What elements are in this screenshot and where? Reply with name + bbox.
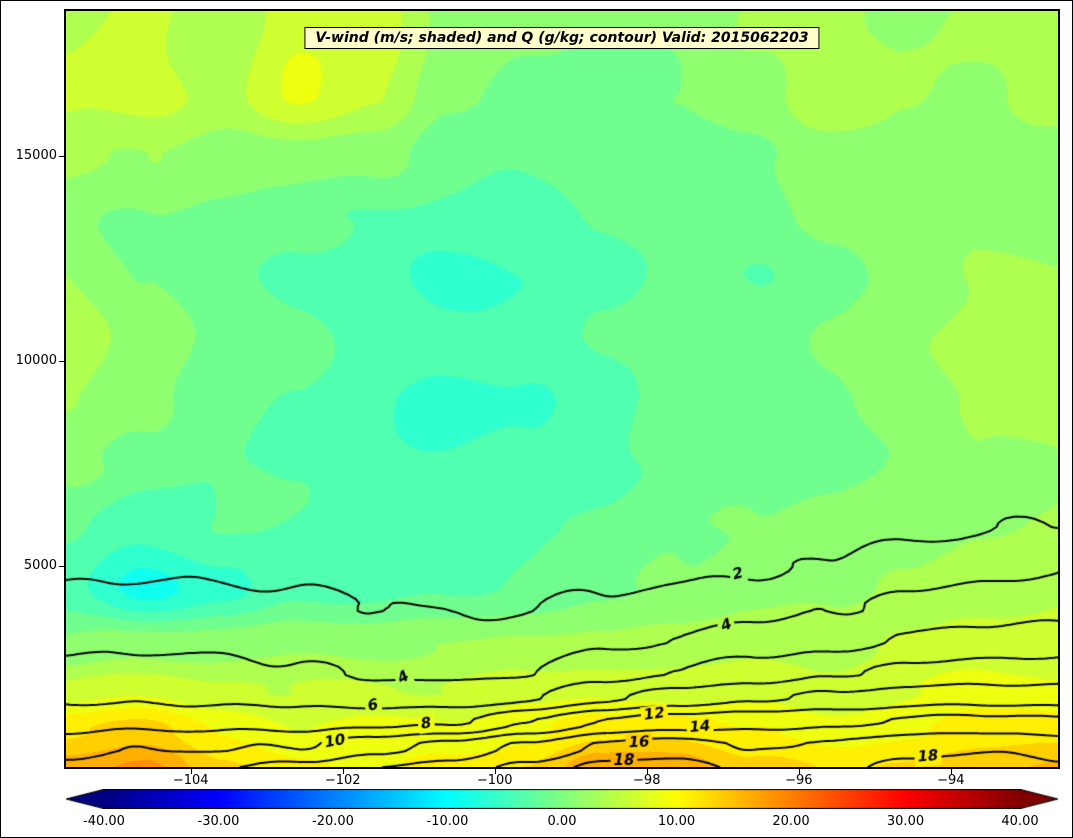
colorbar-tick-label: -10.00 xyxy=(426,814,469,829)
x-tick-label: −96 xyxy=(785,773,813,788)
y-tick-mark xyxy=(59,361,65,363)
x-tick-label: −102 xyxy=(324,773,361,788)
x-tick-label: −98 xyxy=(633,773,661,788)
q-contour-canvas xyxy=(66,11,1058,767)
colorbar-tick-label: -20.00 xyxy=(312,814,354,829)
y-tick-label: 5000 xyxy=(23,558,57,574)
y-tick-label: 15000 xyxy=(15,148,57,164)
plot-area xyxy=(64,9,1060,769)
colorbar-canvas xyxy=(66,789,1058,809)
x-tick-mark xyxy=(798,769,800,774)
colorbar-tick-label: 0.00 xyxy=(547,814,577,829)
colorbar-tick-label: 30.00 xyxy=(886,814,925,829)
x-tick-label: −104 xyxy=(172,773,209,788)
colorbar-tick-label: -40.00 xyxy=(83,814,125,829)
colorbar-tick-label: 20.00 xyxy=(772,814,810,829)
x-tick-mark xyxy=(494,769,496,774)
plot-title: V-wind (m/s; shaded) and Q (g/kg; contou… xyxy=(304,27,820,49)
x-tick-mark xyxy=(342,769,344,774)
y-tick-label: 10000 xyxy=(15,353,57,369)
x-tick-mark xyxy=(190,769,192,774)
colorbar-tick-label: -30.00 xyxy=(197,814,240,829)
y-tick-mark xyxy=(59,566,65,568)
x-tick-mark xyxy=(950,769,952,774)
x-tick-mark xyxy=(646,769,648,774)
y-tick-mark xyxy=(59,156,65,158)
x-tick-label: −94 xyxy=(937,773,965,788)
colorbar-tick-label: 40.00 xyxy=(1001,814,1039,829)
colorbar-tick-label: 10.00 xyxy=(657,814,696,829)
x-tick-label: −100 xyxy=(476,773,513,788)
